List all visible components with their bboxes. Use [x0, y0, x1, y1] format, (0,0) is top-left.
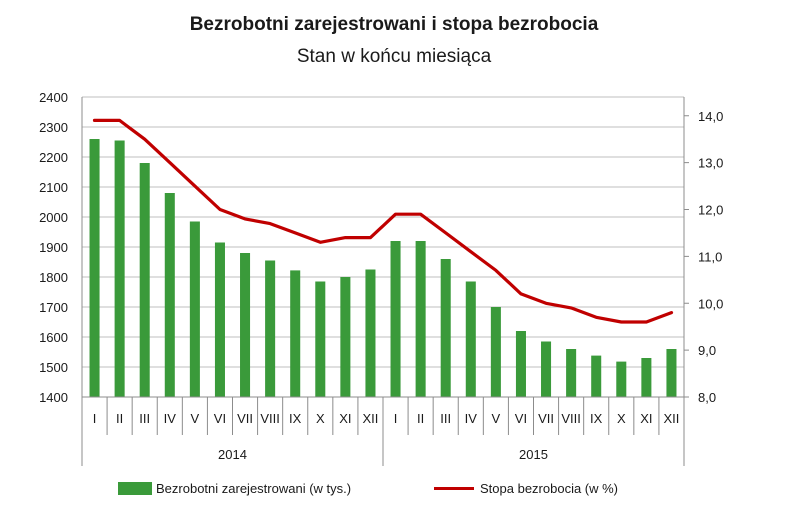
x-tick-label: II — [116, 411, 123, 426]
bar — [365, 269, 376, 397]
y-left-tick-label: 2300 — [39, 120, 68, 135]
bar — [566, 349, 577, 397]
y-left-tick-label: 1900 — [39, 240, 68, 255]
x-tick-label: IX — [590, 411, 603, 426]
rate-line — [92, 118, 674, 324]
bar — [114, 140, 125, 397]
x-tick-label: V — [191, 411, 200, 426]
bar — [340, 277, 351, 397]
x-tick-label: III — [139, 411, 150, 426]
y-right-tick-label: 10,0 — [698, 296, 723, 311]
y-left-tick-label: 2200 — [39, 150, 68, 165]
bar — [390, 241, 401, 397]
legend-line-label: Stopa bezrobocia (w %) — [480, 480, 619, 496]
bar — [465, 281, 476, 397]
bar — [214, 242, 225, 397]
y-left-tick-label: 1700 — [39, 300, 68, 315]
bar — [240, 253, 251, 397]
bar — [440, 259, 451, 397]
bar — [641, 358, 652, 397]
chart-title: Bezrobotni zarejestrowani i stopa bezrob… — [189, 14, 599, 35]
x-tick-label: VI — [515, 411, 527, 426]
bar — [164, 193, 175, 397]
x-tick-label: VIII — [260, 411, 280, 426]
x-tick-label: VI — [214, 411, 226, 426]
x-tick-label: III — [440, 411, 451, 426]
x-tick-label: XI — [339, 411, 351, 426]
x-tick-label: XII — [664, 411, 680, 426]
y-left-tick-label: 2100 — [39, 180, 68, 195]
y-right-tick-label: 12,0 — [698, 203, 723, 218]
year-group-label: 2014 — [218, 447, 247, 462]
chart-subtitle: Stan w końcu miesiąca — [296, 46, 492, 67]
gridlines — [82, 96, 684, 398]
bar — [541, 341, 552, 397]
bar — [89, 139, 100, 397]
y-left-tick-label: 1600 — [39, 330, 68, 345]
y-right-tick-label: 14,0 — [698, 109, 723, 124]
bar — [490, 307, 501, 397]
x-tick-label: I — [394, 411, 398, 426]
bar — [139, 163, 150, 397]
x-tick-label: VII — [237, 411, 253, 426]
bar — [315, 281, 326, 397]
y-left-tick-label: 1800 — [39, 270, 68, 285]
bar — [616, 361, 627, 397]
x-tick-label: IV — [465, 411, 478, 426]
y-right-tick-label: 13,0 — [698, 156, 723, 171]
x-tick-label: IX — [289, 411, 302, 426]
y-left-tick-label: 1400 — [39, 390, 68, 405]
axes — [81, 97, 689, 466]
y-left-tick-label: 1500 — [39, 360, 68, 375]
x-tick-label: X — [316, 411, 325, 426]
bar — [265, 260, 276, 397]
x-tick-label: II — [417, 411, 424, 426]
bar — [415, 241, 426, 397]
x-tick-label: XII — [363, 411, 379, 426]
x-tick-label: XI — [640, 411, 652, 426]
legend-bar-label: Bezrobotni zarejestrowani (w tys.) — [156, 480, 352, 496]
y-right-tick-label: 9,0 — [698, 343, 716, 358]
legend-line-swatch — [434, 486, 474, 490]
bar — [591, 355, 602, 397]
legend-bar-swatch — [118, 481, 152, 495]
x-tick-label: IV — [164, 411, 177, 426]
y-right-tick-label: 8,0 — [698, 390, 716, 405]
bar — [189, 221, 200, 397]
y-right-tick-label: 11,0 — [698, 249, 722, 264]
x-tick-label: VIII — [561, 411, 581, 426]
legend-item-line: Stopa bezrobocia (w %) — [434, 477, 618, 499]
x-tick-label: X — [617, 411, 626, 426]
bar-series — [89, 139, 677, 397]
x-tick-label: I — [93, 411, 97, 426]
x-tick-label: V — [492, 411, 501, 426]
bar — [290, 270, 301, 397]
y-left-tick-label: 2400 — [39, 90, 68, 105]
y-left-tick-label: 2000 — [39, 210, 68, 225]
year-group-label: 2015 — [519, 447, 548, 462]
line-series — [92, 118, 674, 324]
tick-labels: 1400 1500 1600 1700 1800 1900 2000 2100 2200 2300… — [39, 90, 723, 462]
bar — [515, 331, 526, 397]
legend-item-bars: Bezrobotni zarejestrowani (w tys.) — [118, 477, 351, 499]
bar — [666, 349, 677, 397]
x-tick-label: VII — [538, 411, 554, 426]
